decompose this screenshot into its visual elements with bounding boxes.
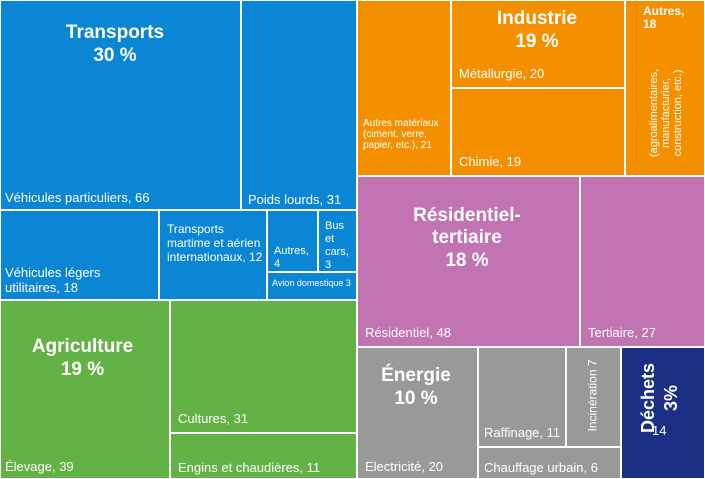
sector-title-industrie: Industrie 19 % (462, 8, 612, 54)
tile-label: Bus et cars, 3 (325, 220, 349, 271)
sector-share: 3% (661, 385, 681, 412)
tile-industrie-chimie-19: Chimie, 19 (451, 88, 625, 176)
tile-label: Chimie, 19 (459, 154, 522, 169)
tile-transports-vehicules-legers-utilitaires-18: Véhicules légers utilitaires, 18 (0, 210, 159, 300)
tile-energie-incineration-7: Incinération 7 (566, 347, 621, 447)
sector-share: 10 % (394, 388, 438, 409)
sector-name: Transports (65, 22, 165, 43)
tile-label: Tertiaire, 27 (588, 325, 656, 340)
tile-agriculture-cultures-31: Cultures, 31 (170, 300, 357, 433)
sector-title-transports: Transports 30 % (10, 22, 220, 68)
tile-label: Incinération 7 (585, 359, 600, 432)
tile-label: Métallurgie, 20 (459, 66, 545, 81)
sector-share: 19 % (515, 31, 559, 52)
tile-energie-chauffage-urbain-6: Chauffage urbain, 6 (478, 447, 621, 479)
tile-note: (agroalimentaires, manufacturier, constr… (648, 68, 684, 158)
tile-industrie-autres-18: Autres, 18 (agroalimentaires, manufacturi… (625, 0, 705, 176)
sector-name: Agriculture (31, 336, 134, 357)
tile-transports-transports-martime-et-aerien-internationaux-12: Transports martime et aérien internation… (159, 210, 267, 300)
tile-dechets-14: 14 (621, 347, 705, 479)
sector-title-agriculture: Agriculture 19 % (0, 336, 165, 382)
tile-label: Cultures, 31 (178, 411, 249, 426)
tile-label: 14 (652, 423, 667, 438)
sector-name: Résidentiel-tertiaire (413, 205, 521, 248)
tile-label: Autres, 4 (274, 245, 309, 270)
tile-label: Autres matériaux (ciment, verre, papier,… (363, 118, 439, 151)
tile-label: Raffinage, 11 (484, 425, 561, 440)
sector-share: 30 % (93, 45, 137, 66)
tile-agriculture-elevage-39: Élevage, 39 (0, 300, 170, 479)
sector-name: Industrie (496, 8, 578, 29)
tile-label: Transports martime et aérien internation… (167, 222, 263, 264)
sector-name: Énergie (381, 365, 451, 386)
tile-transports-avion-domestique-3: Avion domestique 3 (267, 272, 357, 300)
tile-transports-vehicules-particuliers-66: Véhicules particuliers, 66 (0, 0, 241, 210)
tile-agriculture-engins-et-chaudieres-11: Engins et chaudières, 11 (170, 433, 357, 479)
tile-label: Autres, 18 (643, 4, 685, 31)
sector-title-residentiel: Résidentiel-tertiaire 18 % (367, 205, 567, 273)
tile-label: Résidentiel, 48 (365, 325, 451, 340)
tile-label: Electricité, 20 (365, 459, 444, 474)
sector-share: 18 % (445, 250, 489, 271)
tile-industrie-autres-materiaux-ciment-verre-papier-etc-21: Autres matériaux (ciment, verre, papier,… (357, 0, 451, 176)
tile-label: Poids lourds, 31 (248, 192, 342, 207)
tile-residentiel-tertiaire-27: Tertiaire, 27 (580, 176, 705, 347)
sector-name: Déchets (638, 362, 658, 434)
sector-title-energie: Énergie 10 % (357, 365, 475, 411)
tile-label: Chauffage urbain, 6 (484, 460, 598, 475)
tile-label: Véhicules légers utilitaires, 18 (5, 265, 101, 295)
sector-share: 19 % (60, 359, 105, 380)
tile-transports-poids-lourds-31: Poids lourds, 31 (241, 0, 357, 210)
tile-energie-raffinage-11: Raffinage, 11 (478, 347, 566, 447)
tile-label: Élevage, 39 (5, 459, 74, 474)
tile-label: Avion domestique 3 (272, 278, 351, 288)
tile-industrie-metallurgie-20: Métallurgie, 20 (451, 0, 625, 88)
tile-label: Véhicules particuliers, 66 (5, 190, 150, 205)
tile-transports-bus-et-cars-3: Bus et cars, 3 (318, 210, 357, 272)
tile-residentiel-residentiel-48: Résidentiel, 48 (357, 176, 580, 347)
tile-label: Engins et chaudières, 11 (178, 460, 321, 475)
tile-transports-autres-4: Autres, 4 (267, 210, 318, 272)
sector-title-dechets: Déchets 3% (637, 348, 687, 448)
